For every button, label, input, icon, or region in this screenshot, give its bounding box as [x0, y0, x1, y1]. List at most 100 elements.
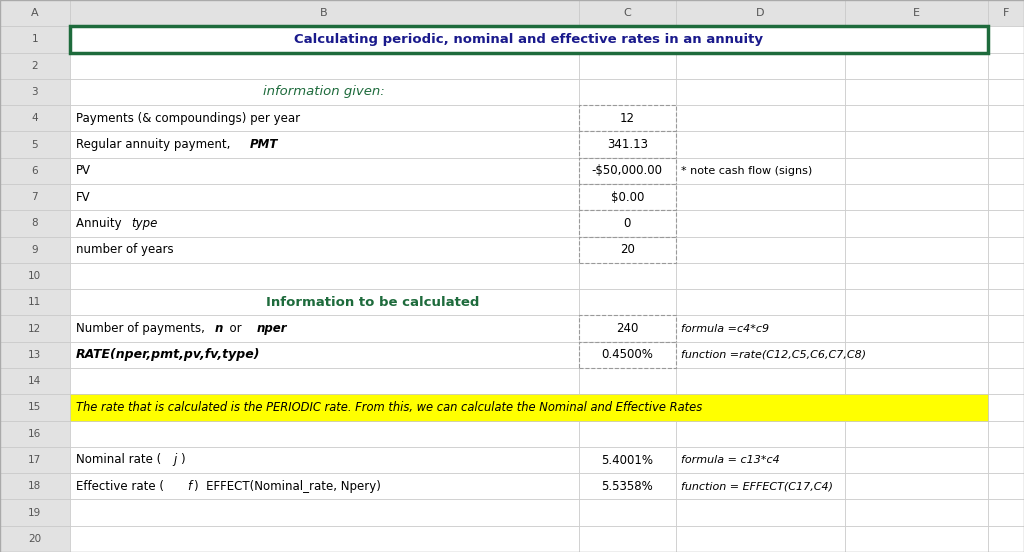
Text: 12: 12: [29, 323, 41, 333]
Text: 341.13: 341.13: [606, 138, 648, 151]
Bar: [70, 210, 579, 237]
Text: function =rate(C12,C5,C6,C7,C8): function =rate(C12,C5,C6,C7,C8): [681, 350, 866, 360]
Text: F: F: [1002, 8, 1010, 18]
Text: B: B: [321, 8, 328, 18]
Bar: [70, 526, 579, 552]
Bar: [70, 237, 579, 263]
Bar: [70, 263, 579, 289]
Bar: [70, 473, 579, 500]
Bar: [988, 526, 1024, 552]
Bar: [988, 184, 1024, 210]
Bar: [579, 131, 676, 158]
Text: 14: 14: [29, 376, 41, 386]
Text: 5: 5: [32, 140, 38, 150]
Bar: [676, 394, 845, 421]
Bar: [988, 342, 1024, 368]
Bar: [845, 210, 988, 237]
Bar: [0, 52, 70, 79]
Text: 9: 9: [32, 245, 38, 254]
Bar: [70, 394, 988, 421]
Text: 0: 0: [624, 217, 631, 230]
Bar: [676, 368, 845, 394]
Bar: [988, 500, 1024, 526]
Bar: [579, 368, 676, 394]
Bar: [0, 447, 70, 473]
Text: 7: 7: [32, 192, 38, 202]
Text: 10: 10: [29, 271, 41, 281]
Bar: [579, 263, 676, 289]
Bar: [676, 158, 845, 184]
Text: 1: 1: [32, 34, 38, 44]
Text: 0.4500%: 0.4500%: [601, 348, 653, 362]
Text: RATE(nper,pmt,pv,fv,type): RATE(nper,pmt,pv,fv,type): [76, 348, 260, 362]
Bar: [988, 368, 1024, 394]
Bar: [676, 26, 845, 52]
Bar: [70, 158, 579, 184]
Text: or: or: [222, 322, 246, 335]
Bar: [988, 158, 1024, 184]
Bar: [676, 0, 845, 26]
Bar: [579, 26, 676, 52]
Text: j: j: [173, 454, 176, 466]
Bar: [579, 210, 676, 237]
Text: 20: 20: [620, 243, 635, 256]
Bar: [579, 447, 676, 473]
Bar: [0, 315, 70, 342]
Bar: [70, 368, 579, 394]
Text: A: A: [31, 8, 39, 18]
Bar: [579, 105, 676, 131]
Bar: [845, 237, 988, 263]
Bar: [845, 394, 988, 421]
Bar: [579, 315, 676, 342]
Bar: [988, 447, 1024, 473]
Text: ): ): [180, 454, 185, 466]
Bar: [0, 184, 70, 210]
Bar: [845, 500, 988, 526]
Bar: [676, 263, 845, 289]
Bar: [70, 79, 579, 105]
Bar: [988, 210, 1024, 237]
Text: Number of payments,: Number of payments,: [76, 322, 209, 335]
Bar: [70, 342, 579, 368]
Bar: [845, 79, 988, 105]
Bar: [676, 500, 845, 526]
Text: information given:: information given:: [263, 86, 385, 98]
Text: * note cash flow (signs): * note cash flow (signs): [681, 166, 812, 176]
Bar: [70, 394, 579, 421]
Bar: [676, 315, 845, 342]
Text: 15: 15: [29, 402, 41, 412]
Text: -$50,000.00: -$50,000.00: [592, 164, 663, 177]
Bar: [845, 263, 988, 289]
Bar: [0, 368, 70, 394]
Bar: [676, 105, 845, 131]
Bar: [845, 184, 988, 210]
Bar: [988, 52, 1024, 79]
Text: 17: 17: [29, 455, 41, 465]
Bar: [579, 500, 676, 526]
Text: 3: 3: [32, 87, 38, 97]
Bar: [988, 26, 1024, 52]
Bar: [0, 421, 70, 447]
Bar: [70, 26, 579, 52]
Bar: [845, 342, 988, 368]
Text: 8: 8: [32, 219, 38, 229]
Bar: [579, 342, 676, 368]
Bar: [70, 0, 579, 26]
Text: 240: 240: [616, 322, 638, 335]
Bar: [579, 0, 676, 26]
Bar: [70, 315, 579, 342]
Text: Payments (& compoundings) per year: Payments (& compoundings) per year: [76, 112, 300, 125]
Text: D: D: [756, 8, 765, 18]
Bar: [579, 105, 676, 131]
Bar: [845, 421, 988, 447]
Text: )  EFFECT(Nominal_rate, Npery): ) EFFECT(Nominal_rate, Npery): [195, 480, 381, 493]
Bar: [0, 473, 70, 500]
Bar: [579, 184, 676, 210]
Text: function = EFFECT(C17,C4): function = EFFECT(C17,C4): [681, 481, 833, 491]
Text: Calculating periodic, nominal and effective rates in an annuity: Calculating periodic, nominal and effect…: [294, 33, 764, 46]
Text: 19: 19: [29, 508, 41, 518]
Bar: [579, 526, 676, 552]
Bar: [845, 289, 988, 315]
Bar: [70, 131, 579, 158]
Bar: [0, 79, 70, 105]
